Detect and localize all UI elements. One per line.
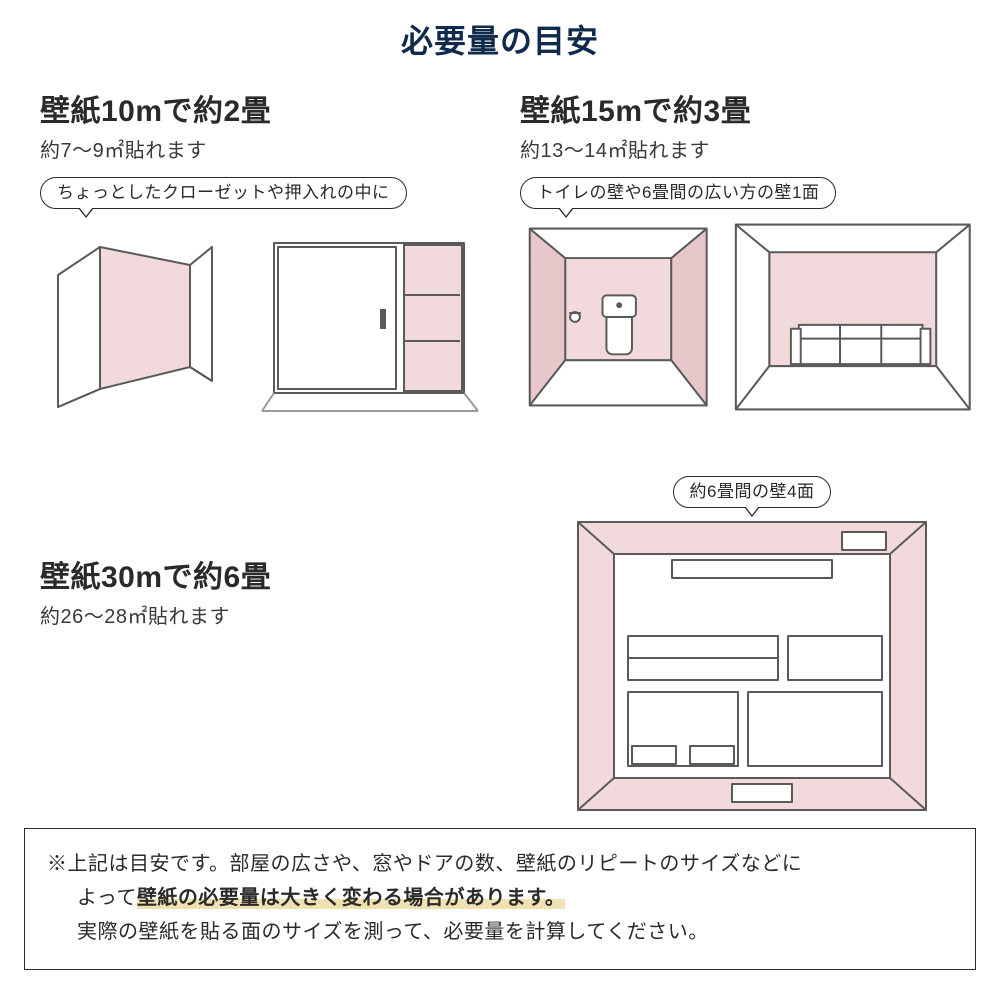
callout-10m: ちょっとしたクローゼットや押入れの中に	[40, 177, 407, 209]
note-line-2: よって壁紙の必要量は大きく変わる場合があります。	[47, 881, 953, 915]
sliding-closet-illustration	[254, 217, 484, 417]
callout-30m-wrap: 約6畳間の壁4面	[572, 476, 932, 508]
section-30m-illus: 約6畳間の壁4面	[572, 476, 932, 816]
note-highlight: 壁紙の必要量は大きく変わる場合があります。	[137, 887, 566, 909]
callout-tail-icon	[558, 208, 574, 218]
callout-30m: 約6畳間の壁4面	[673, 476, 832, 508]
sub-30m: 約26～28㎡貼れます	[40, 600, 496, 629]
toilet-room-illustration	[520, 217, 716, 417]
note-line-3: 実際の壁紙を貼る面のサイズを測って、必要量を計算してください。	[47, 915, 953, 949]
callout-15m: トイレの壁や6畳間の広い方の壁1面	[520, 177, 836, 209]
callout-tail-icon	[744, 507, 760, 517]
living-wall-illustration	[730, 217, 976, 417]
heading-10m: 壁紙10mで約2畳	[40, 86, 496, 130]
room-plan-illustration	[572, 516, 932, 816]
heading-30m: 壁紙30mで約6畳	[40, 552, 496, 596]
sub-15m: 約13～14㎡貼れます	[520, 134, 976, 163]
illus-row-15m	[520, 217, 976, 417]
section-10m: 壁紙10mで約2畳 約7～9㎡貼れます ちょっとしたクローゼットや押入れの中に	[40, 86, 496, 417]
closet-illustration	[40, 217, 240, 417]
callout-15m-wrap: トイレの壁や6畳間の広い方の壁1面	[520, 177, 836, 209]
callout-10m-wrap: ちょっとしたクローゼットや押入れの中に	[40, 177, 407, 209]
illus-row-10m	[40, 217, 496, 417]
note-line-1: ※上記は目安です。部屋の広さや、窓やドアの数、壁紙のリピートのサイズなどに	[47, 847, 953, 881]
page-title: 必要量の目安	[0, 0, 1000, 62]
callout-tail-icon	[78, 208, 94, 218]
note-line-2a: よって	[77, 887, 137, 909]
section-15m: 壁紙15mで約3畳 約13～14㎡貼れます トイレの壁や6畳間の広い方の壁1面	[520, 86, 976, 417]
note-box: ※上記は目安です。部屋の広さや、窓やドアの数、壁紙のリピートのサイズなどに よっ…	[24, 828, 976, 970]
section-30m: 壁紙30mで約6畳 約26～28㎡貼れます	[40, 552, 496, 643]
sub-10m: 約7～9㎡貼れます	[40, 134, 496, 163]
heading-15m: 壁紙15mで約3畳	[520, 86, 976, 130]
